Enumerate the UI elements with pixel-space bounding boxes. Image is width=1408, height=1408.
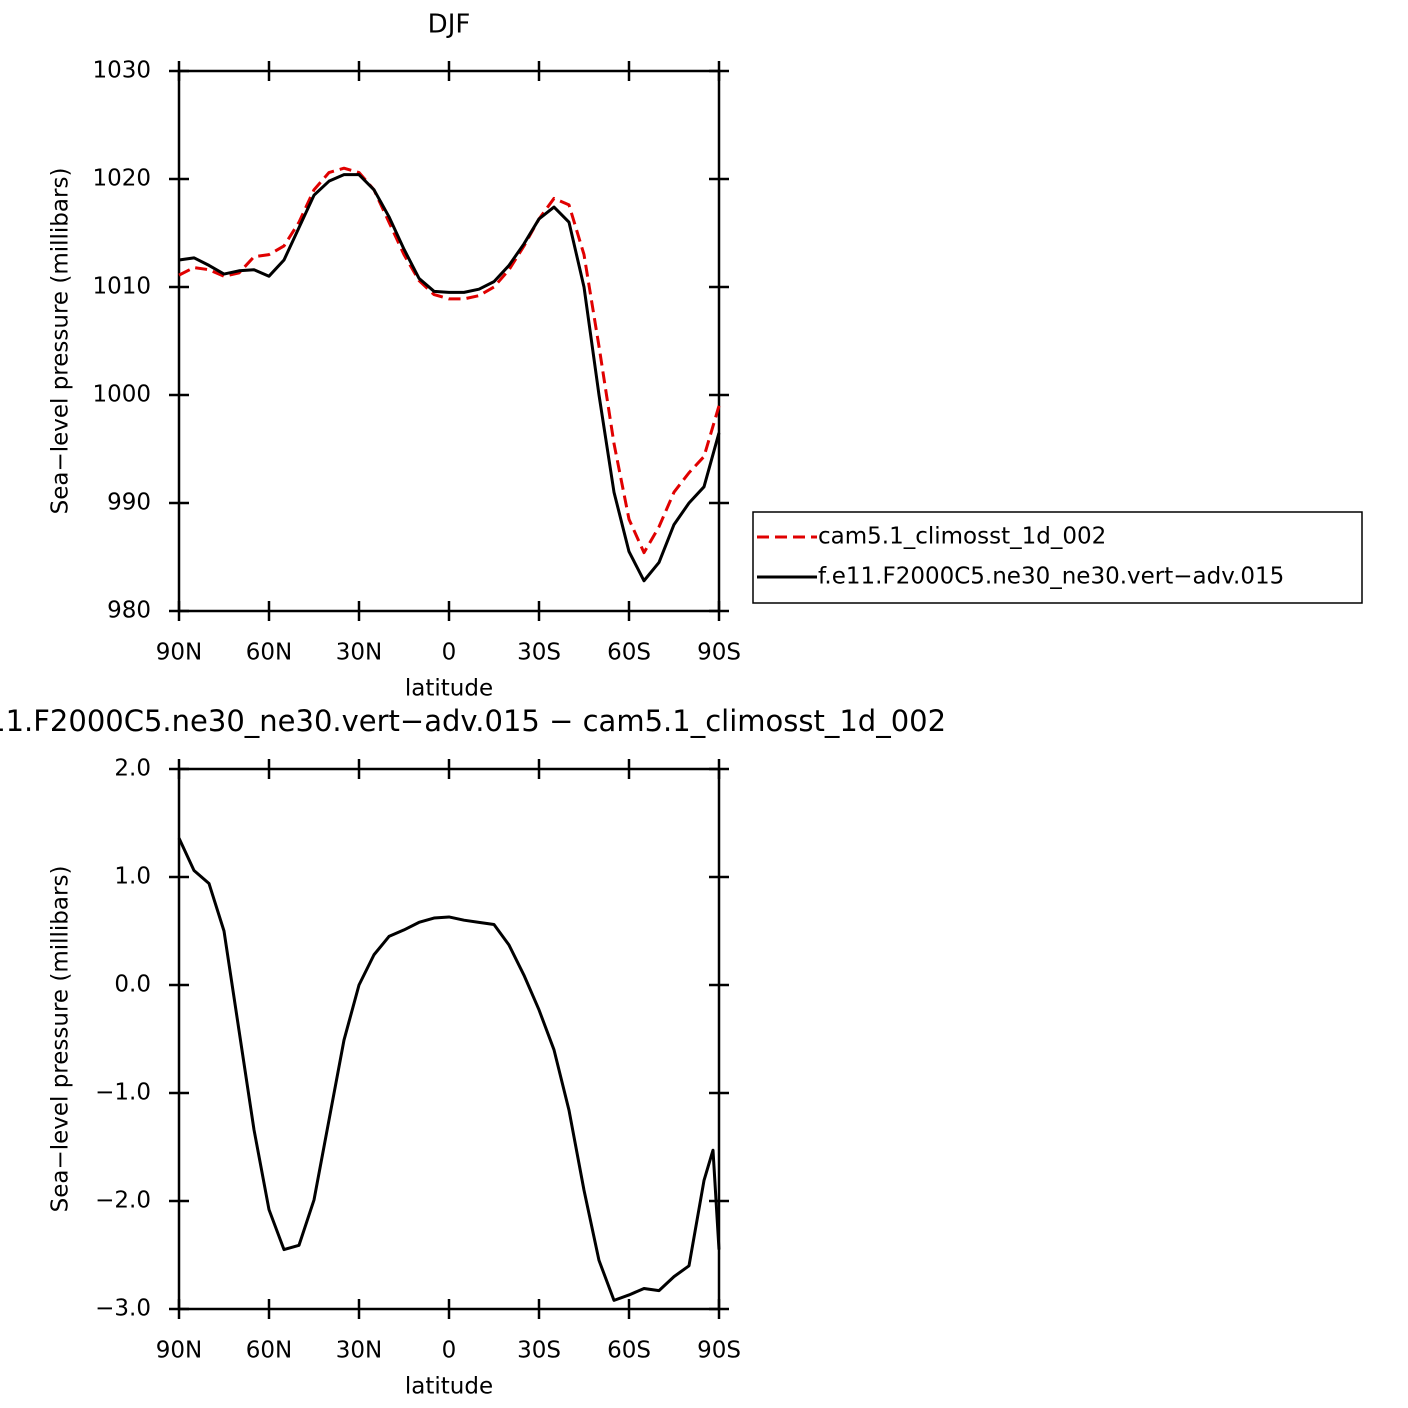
x-axis-label: latitude xyxy=(405,676,493,702)
x-tick-label: 30N xyxy=(336,640,382,666)
y-tick-label: 0.0 xyxy=(114,972,151,998)
x-tick-label: 60S xyxy=(607,1338,651,1364)
x-axis-label: latitude xyxy=(405,1374,493,1400)
legend-label: cam5.1_climosst_1d_002 xyxy=(818,524,1106,550)
chart-title: f.e11.F2000C5.ne30_ne30.vert−adv.015 − c… xyxy=(0,704,946,738)
series-line xyxy=(178,166,721,555)
x-tick-label: 30S xyxy=(517,640,561,666)
y-tick-label: −1.0 xyxy=(95,1080,151,1106)
y-axis-label: Sea−level pressure (millibars) xyxy=(48,866,74,1213)
series-line xyxy=(177,837,721,1302)
y-tick-label: −2.0 xyxy=(95,1188,151,1214)
x-tick-label: 30N xyxy=(336,1338,382,1364)
y-tick-label: 1030 xyxy=(92,58,151,84)
y-axis-label: Sea−level pressure (millibars) xyxy=(48,168,74,515)
plot-frame xyxy=(177,767,721,1311)
x-tick-label: 60N xyxy=(246,640,292,666)
series-line xyxy=(178,173,721,583)
legend-box xyxy=(752,511,1363,604)
y-tick-label: 980 xyxy=(107,598,151,624)
x-tick-label: 90S xyxy=(697,1338,741,1364)
y-tick-label: 990 xyxy=(107,490,151,516)
x-tick-label: 60S xyxy=(607,640,651,666)
plot-frame xyxy=(177,69,721,613)
y-tick-label: 1020 xyxy=(92,166,151,192)
x-tick-label: 90N xyxy=(156,640,202,666)
x-tick-label: 0 xyxy=(442,1338,457,1364)
y-tick-label: 2.0 xyxy=(114,756,151,782)
x-tick-label: 30S xyxy=(517,1338,561,1364)
y-tick-label: −3.0 xyxy=(95,1296,151,1322)
y-tick-label: 1000 xyxy=(92,382,151,408)
y-tick-label: 1010 xyxy=(92,274,151,300)
x-tick-label: 90S xyxy=(697,640,741,666)
x-tick-label: 60N xyxy=(246,1338,292,1364)
x-tick-label: 90N xyxy=(156,1338,202,1364)
x-tick-label: 0 xyxy=(442,640,457,666)
y-tick-label: 1.0 xyxy=(114,864,151,890)
legend-label: f.e11.F2000C5.ne30_ne30.vert−adv.015 xyxy=(818,564,1284,590)
chart-title: DJF xyxy=(428,10,471,40)
